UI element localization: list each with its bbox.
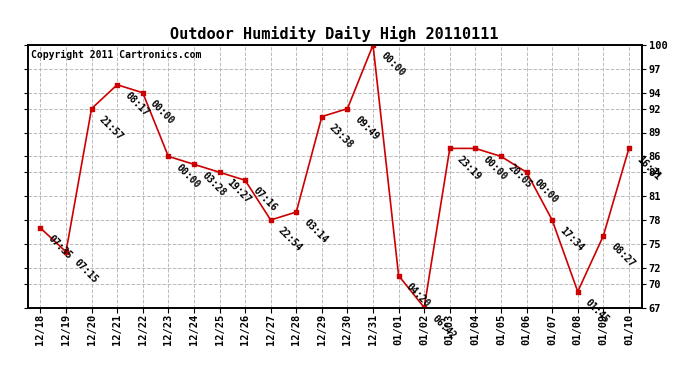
Point (623, 146, 634, 152)
Text: 08:27: 08:27 (609, 242, 637, 269)
Title: Outdoor Humidity Daily High 20110111: Outdoor Humidity Daily High 20110111 (170, 27, 499, 42)
Point (137, 90, 148, 96)
Text: 08:17: 08:17 (123, 90, 150, 118)
Point (598, 233, 609, 239)
Point (342, 106, 353, 112)
Text: 03:28: 03:28 (199, 170, 227, 198)
Point (316, 114, 327, 120)
Point (86, 106, 97, 112)
Point (163, 153, 174, 159)
Text: 09:49: 09:49 (353, 114, 381, 142)
Text: 03:14: 03:14 (302, 217, 330, 246)
Point (239, 177, 250, 183)
Text: 22:54: 22:54 (276, 225, 304, 254)
Text: 16:31: 16:31 (635, 154, 662, 182)
Point (470, 146, 481, 152)
Text: 00:00: 00:00 (481, 154, 509, 182)
Text: 20:05: 20:05 (506, 162, 534, 190)
Point (265, 217, 276, 223)
Text: 00:00: 00:00 (174, 162, 201, 190)
Point (214, 169, 225, 175)
Point (188, 161, 199, 167)
Text: 07:16: 07:16 (250, 186, 279, 214)
Text: 04:20: 04:20 (404, 281, 432, 309)
Text: 23:19: 23:19 (455, 154, 483, 182)
Text: 19:27: 19:27 (225, 178, 253, 206)
Text: 07:35: 07:35 (46, 234, 74, 261)
Point (521, 169, 532, 175)
Point (61, 249, 72, 255)
Point (35, 225, 46, 231)
Text: 06:42: 06:42 (430, 313, 457, 341)
Text: 17:34: 17:34 (558, 225, 586, 254)
Point (419, 304, 430, 310)
Point (495, 153, 506, 159)
Point (368, 42, 379, 48)
Point (444, 146, 455, 152)
Text: 00:00: 00:00 (532, 178, 560, 206)
Point (290, 209, 302, 215)
Text: 00:00: 00:00 (148, 98, 176, 126)
Text: 00:00: 00:00 (379, 51, 406, 78)
Point (572, 289, 583, 295)
Point (393, 273, 404, 279)
Point (112, 82, 123, 88)
Text: 23:38: 23:38 (328, 122, 355, 150)
Point (546, 217, 558, 223)
Text: 21:57: 21:57 (97, 114, 125, 142)
Text: 01:45: 01:45 (583, 297, 611, 325)
Text: 07:15: 07:15 (72, 257, 99, 285)
Text: Copyright 2011 Cartronics.com: Copyright 2011 Cartronics.com (30, 50, 201, 60)
